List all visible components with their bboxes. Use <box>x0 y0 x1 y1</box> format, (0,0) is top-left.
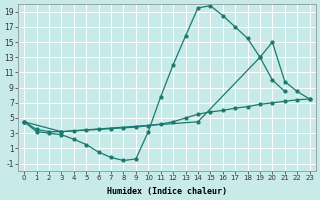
X-axis label: Humidex (Indice chaleur): Humidex (Indice chaleur) <box>107 187 227 196</box>
